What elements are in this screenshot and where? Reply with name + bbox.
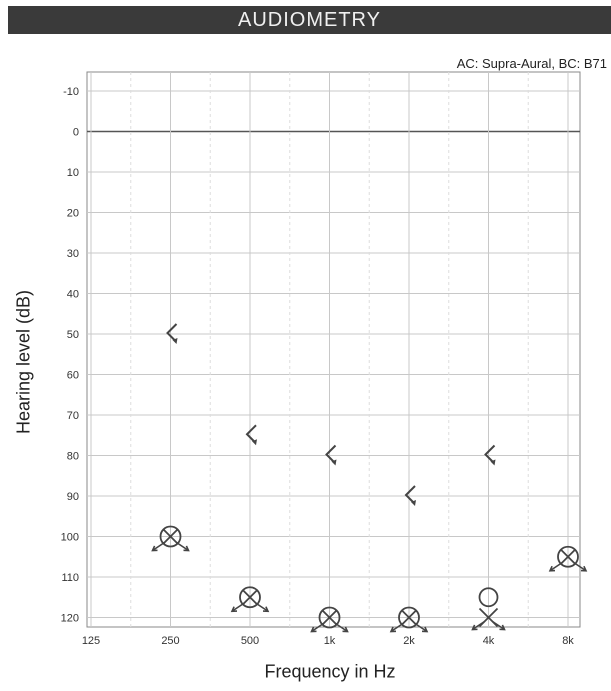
y-tick-label: 60	[67, 370, 79, 382]
y-tick-label: 40	[67, 289, 79, 301]
x-tick-label: 4k	[483, 635, 495, 647]
chart-subtitle: AC: Supra-Aural, BC: B71	[456, 56, 607, 71]
data-point-circled-x-no-response	[230, 586, 270, 613]
y-tick-label: 90	[67, 491, 79, 503]
data-point-circled-x-no-response	[151, 525, 190, 552]
data-point-bc-right-masked-bracket	[325, 444, 337, 466]
data-point-circled-x-no-response	[548, 545, 588, 572]
y-tick-label: 80	[67, 451, 79, 463]
y-tick-label: -10	[63, 86, 79, 98]
x-tick-label: 125	[82, 635, 100, 647]
data-point-bc-right-masked-bracket	[166, 323, 178, 344]
data-point-x-left-ac-no-response	[471, 607, 506, 631]
y-tick-label: 120	[61, 613, 79, 625]
data-point-bc-right-masked-bracket	[245, 424, 257, 446]
data-point-bc-right-masked-bracket	[404, 485, 416, 506]
x-tick-label: 500	[241, 635, 259, 647]
y-tick-label: 20	[67, 208, 79, 220]
chart-title: AUDIOMETRY	[238, 8, 381, 31]
x-tick-label: 1k	[324, 635, 336, 647]
data-point-circled-x-no-response	[389, 606, 429, 633]
data-point-circled-x-no-response	[310, 606, 349, 633]
y-tick-label: 110	[61, 572, 79, 584]
x-tick-label: 8k	[562, 635, 574, 647]
data-point-circle-right-ac	[478, 587, 499, 608]
y-tick-label: 10	[67, 167, 79, 179]
plot-frame	[86, 71, 581, 628]
title-bar: AUDIOMETRY	[8, 6, 611, 34]
y-tick-label: 50	[67, 329, 79, 341]
x-axis-label: Frequency in Hz	[264, 661, 396, 682]
y-tick-label: 0	[73, 127, 79, 139]
y-tick-label: 100	[61, 532, 79, 544]
y-tick-label: 70	[67, 410, 79, 422]
x-tick-label: 250	[161, 635, 179, 647]
data-point-bc-right-masked-bracket	[484, 444, 496, 466]
x-tick-label: 2k	[403, 635, 415, 647]
y-tick-label: 30	[67, 248, 79, 260]
